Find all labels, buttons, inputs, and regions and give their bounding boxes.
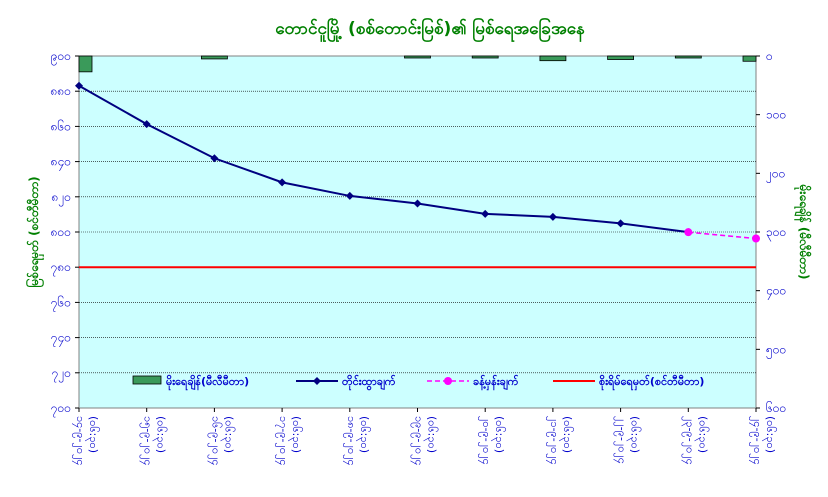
y-tick-label-left: ၈၆၀ xyxy=(51,118,71,133)
x-tick-label: ၁၄-၉-၂၀၂၄(၀၆:၃၀) xyxy=(72,416,100,466)
y-tick-label-right: ၄၀၀ xyxy=(766,284,786,301)
observed-point xyxy=(616,219,625,228)
chart-title: တောင်ငူမြို့ (စစ်တောင်းမြစ်)၏ မြစ်ရေအခြေ… xyxy=(275,16,585,43)
y-tick-label-right: ၁၀၀ xyxy=(766,108,786,122)
y-tick-label-left: ၈၄၀ xyxy=(51,155,71,172)
legend-label-forecast: ခန့်မှန်းချက် xyxy=(473,374,519,391)
legend-label-observed: တိုင်းထွာချက် xyxy=(342,374,396,391)
x-tick-label: ၁၅-၉-၂၀၂၄(၀၆:၃၀) xyxy=(140,416,168,466)
x-tick-label: ၂၀-၉-၂၀၂၄(၀၆:၃၀) xyxy=(478,416,506,465)
y-tick-label-left: ၇၈၀ xyxy=(51,260,71,277)
rainfall-bars xyxy=(78,55,757,73)
y-tick-label-left: ၉၀၀ xyxy=(51,49,71,66)
legend-marker-observed xyxy=(313,377,321,385)
x-tick-label: ၁၆-၉-၂၀၂၄(၀၆:၃၀) xyxy=(207,416,235,466)
rainfall-bar xyxy=(404,55,431,59)
x-tick-label: ၂၁-၉-၂၀၂၄(၀၆:၃၀) xyxy=(546,416,574,465)
rainfall-bar xyxy=(607,55,634,60)
observed-point xyxy=(481,209,490,218)
x-tick-label: ၂၂-၉-၂၀၂၄(၀၆:၃၀) xyxy=(614,416,642,464)
x-tick-label: ၂၃-၉-၂၀၂၄(၀၆:၃၀) xyxy=(681,416,709,465)
rainfall-bar xyxy=(200,55,228,60)
x-tick-label: ၁၉-၉-၂၀၂၄(၀၆:၃၀) xyxy=(411,416,439,466)
observed-point xyxy=(142,120,151,129)
y-tick-label-right: ၅၀၀ xyxy=(766,342,786,359)
observed-point xyxy=(548,212,557,221)
rainfall-bar xyxy=(78,55,93,73)
y-axis-label-right: မိုးရေချိန် (မီလီမီတာ) xyxy=(793,184,813,280)
rainfall-bar xyxy=(471,55,499,59)
y-tick-label-left: ၈၂၀ xyxy=(52,190,72,207)
observed-point xyxy=(345,191,354,200)
series-lines xyxy=(75,81,760,269)
legend-label-warning: စိုးရိမ်ရေမှတ်(စင်တီမီတာ) xyxy=(599,374,704,391)
y-tick-label-right: ၂၀၀ xyxy=(766,166,785,183)
y-tick-label-left: ၈၀၀ xyxy=(51,225,71,239)
legend-label-rainfall: မိုးရေချိန်(မီလီမီတာ) xyxy=(166,374,249,391)
y-tick-label-left: ၇၆၀ xyxy=(51,294,71,312)
legend-swatch-rainfall xyxy=(132,375,162,385)
rainfall-bar xyxy=(742,55,757,62)
legend-marker-forecast xyxy=(444,377,452,385)
forecast-point xyxy=(752,234,760,243)
observed-point xyxy=(75,81,83,90)
x-tick-label: ၁၈-၉-၂၀၂၄(၀၆:၃၀) xyxy=(343,416,371,466)
forecast-line xyxy=(688,231,757,240)
rainfall-bar xyxy=(674,55,702,59)
observed-line xyxy=(78,84,689,234)
rainfall-bar xyxy=(539,55,567,62)
y-tick-label-left: ၈၈၀ xyxy=(51,84,71,98)
x-tick-label: ၂၄-၉-၂၀၂၄(၀၆:၃၀) xyxy=(749,416,777,465)
observed-point xyxy=(413,199,422,208)
y-tick-label-right: ၀ xyxy=(766,49,773,63)
y-tick-label-left: ၇၂၀ xyxy=(52,366,71,383)
observed-point xyxy=(278,178,287,187)
x-tick-label: ၁၇-၉-၂၀၂၄(၀၆:၃၀) xyxy=(275,416,303,466)
forecast-point xyxy=(684,228,693,237)
y-tick-label-left: ၇၄၀ xyxy=(51,331,71,348)
y-axis-label-left: မြစ်ရေမှတ် (စင်တီမီတာ) xyxy=(24,176,45,287)
y-tick-label-right: ၆၀၀ xyxy=(766,400,786,415)
observed-point xyxy=(210,154,219,163)
y-tick-label-left: ၇၀၀ xyxy=(51,401,71,418)
y-tick-label-right: ၃၀၀ xyxy=(766,225,786,242)
legend: မိုးရေချိန်(မီလီမီတာ) တိုင်းထွာချက် ခန့်မှ… xyxy=(132,374,704,391)
